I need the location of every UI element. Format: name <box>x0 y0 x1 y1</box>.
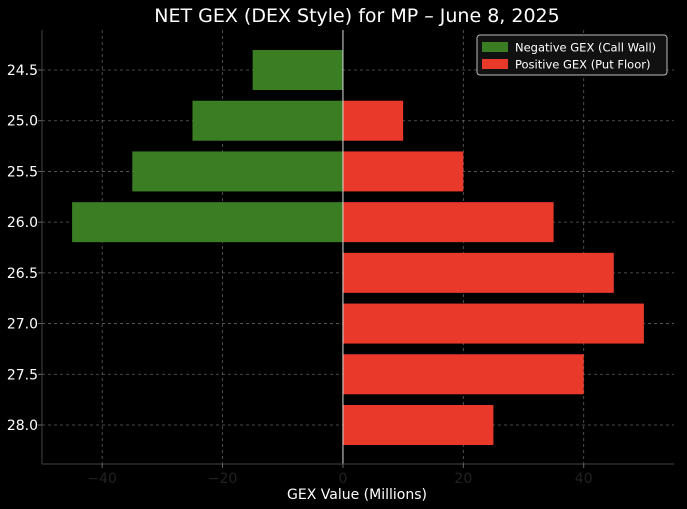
legend-swatch <box>482 42 508 52</box>
bar-positive-gex <box>342 202 554 243</box>
y-tick-label: 25.5 <box>7 164 38 180</box>
bar-negative-gex <box>192 100 343 141</box>
grid <box>42 30 674 464</box>
bar-positive-gex <box>342 151 464 192</box>
legend: Negative GEX (Call Wall) Positive GEX (Pu… <box>476 34 668 76</box>
bars <box>72 50 644 445</box>
bar-negative-gex <box>252 50 343 90</box>
y-tick-label: 26.5 <box>7 266 38 282</box>
bar-negative-gex <box>132 151 343 192</box>
y-tick-label: 27.0 <box>7 317 38 333</box>
x-tick-label: 20 <box>454 471 472 487</box>
legend-swatch <box>482 59 508 69</box>
bar-positive-gex <box>342 405 494 445</box>
bar-positive-gex <box>342 252 614 293</box>
x-tick-label: 40 <box>575 471 593 487</box>
bar-positive-gex <box>342 303 644 344</box>
x-tick-label: −40 <box>87 471 117 487</box>
legend-label: Negative GEX (Call Wall) <box>515 41 656 55</box>
y-tick-label: 26.0 <box>7 215 38 231</box>
y-tick-label: 28.0 <box>7 418 38 434</box>
y-tick-label: 27.5 <box>7 367 38 383</box>
y-tick-label: 25.0 <box>7 114 38 130</box>
x-tick-label: 0 <box>338 471 347 487</box>
bar-negative-gex <box>72 202 343 243</box>
axes: 24.5 25.0 25.5 26.0 26.5 27.0 27.5 28.0 −40 −20 0 2… <box>7 30 674 487</box>
bar-positive-gex <box>342 100 404 141</box>
chart-title: NET GEX (DEX Style) for MP – June 8, 202… <box>154 5 559 27</box>
legend-label: Positive GEX (Put Floor) <box>515 58 650 72</box>
x-tick-label: −20 <box>208 471 238 487</box>
x-axis-label: GEX Value (Millions) <box>287 487 427 503</box>
legend-box <box>476 34 668 76</box>
y-tick-label: 24.5 <box>7 63 38 79</box>
bar-positive-gex <box>342 354 584 395</box>
